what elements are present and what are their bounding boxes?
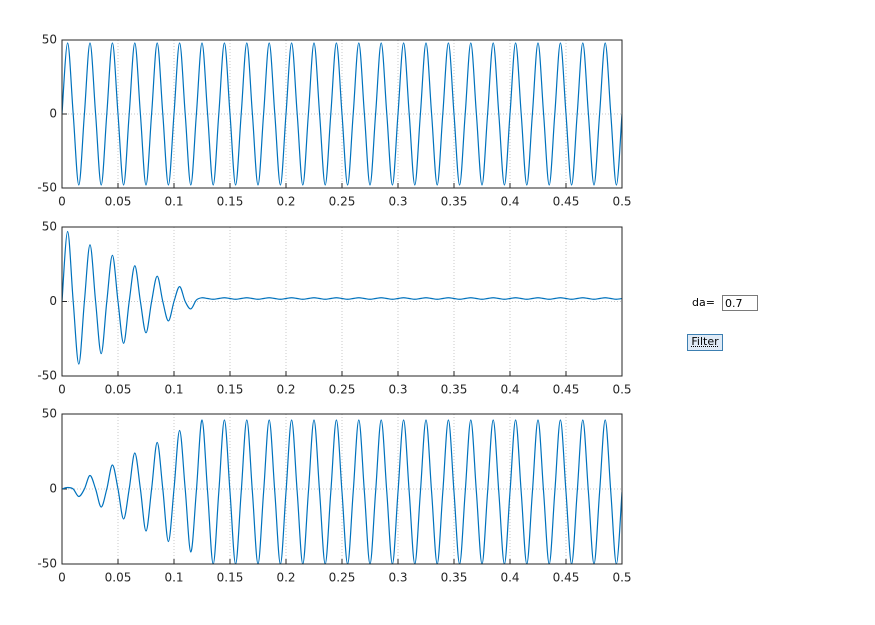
y-tick-label: 0: [49, 482, 57, 496]
da-input[interactable]: 0.7: [722, 295, 758, 311]
x-tick-label: 0.3: [388, 383, 407, 397]
x-tick-label: 0.1: [164, 195, 183, 209]
x-tick-label: 0.4: [500, 195, 519, 209]
x-tick-label: 0.2: [276, 383, 295, 397]
x-tick-label: 0.25: [329, 383, 356, 397]
signal-line: [62, 230, 622, 365]
x-tick-label: 0.45: [553, 383, 580, 397]
x-tick-label: 0.35: [441, 195, 468, 209]
y-tick-label: 50: [42, 33, 57, 47]
x-tick-label: 0.1: [164, 571, 183, 585]
y-tick-label: 50: [42, 220, 57, 234]
axes: 0 0.05 0.1 0.15 0.2 0.25 0.3 0.35 0.4 0.45 0.5-500…: [37, 220, 631, 397]
x-tick-label: 0.2: [276, 571, 295, 585]
x-tick-label: 0.5: [612, 383, 631, 397]
axes-box: [61, 39, 623, 189]
axes-box: [61, 413, 623, 565]
x-tick-label: 0.45: [553, 195, 580, 209]
x-tick-label: 0.35: [441, 383, 468, 397]
x-tick-label: 0.35: [441, 571, 468, 585]
x-tick-label: 0.15: [217, 383, 244, 397]
x-tick-label: 0.25: [329, 571, 356, 585]
axes-box: [61, 226, 623, 377]
x-tick-label: 0: [58, 383, 66, 397]
x-tick-label: 0.4: [500, 571, 519, 585]
da-label: da=: [692, 296, 715, 309]
axes: 0 0.05 0.1 0.15 0.2 0.25 0.3 0.35 0.4 0.45 0.5-500…: [37, 33, 631, 209]
x-tick-label: 0.45: [553, 571, 580, 585]
y-tick-label: 0: [49, 107, 57, 121]
x-tick-label: 0.15: [217, 571, 244, 585]
y-tick-label: -50: [37, 369, 57, 383]
x-tick-label: 0.25: [329, 195, 356, 209]
x-tick-label: 0.4: [500, 383, 519, 397]
filter-button[interactable]: Filter: [687, 334, 723, 351]
x-tick-label: 0.1: [164, 383, 183, 397]
x-tick-label: 0.5: [612, 571, 631, 585]
x-tick-label: 0.05: [105, 383, 132, 397]
y-tick-label: -50: [37, 557, 57, 571]
x-tick-label: 0.5: [612, 195, 631, 209]
signal-line: [62, 42, 622, 186]
figure: 0 0.05 0.1 0.15 0.2 0.25 0.3 0.35 0.4 0.45 0.5-500…: [37, 33, 631, 585]
y-tick-label: 0: [49, 294, 57, 308]
x-tick-label: 0.15: [217, 195, 244, 209]
x-tick-label: 0.3: [388, 571, 407, 585]
axes: 0 0.05 0.1 0.15 0.2 0.25 0.3 0.35 0.4 0.45 0.5-500…: [37, 407, 631, 585]
y-tick-label: -50: [37, 181, 57, 195]
x-tick-label: 0.3: [388, 195, 407, 209]
x-tick-label: 0.2: [276, 195, 295, 209]
y-tick-label: 50: [42, 407, 57, 421]
x-tick-label: 0.05: [105, 195, 132, 209]
x-tick-label: 0: [58, 195, 66, 209]
x-tick-label: 0.05: [105, 571, 132, 585]
x-tick-label: 0: [58, 571, 66, 585]
